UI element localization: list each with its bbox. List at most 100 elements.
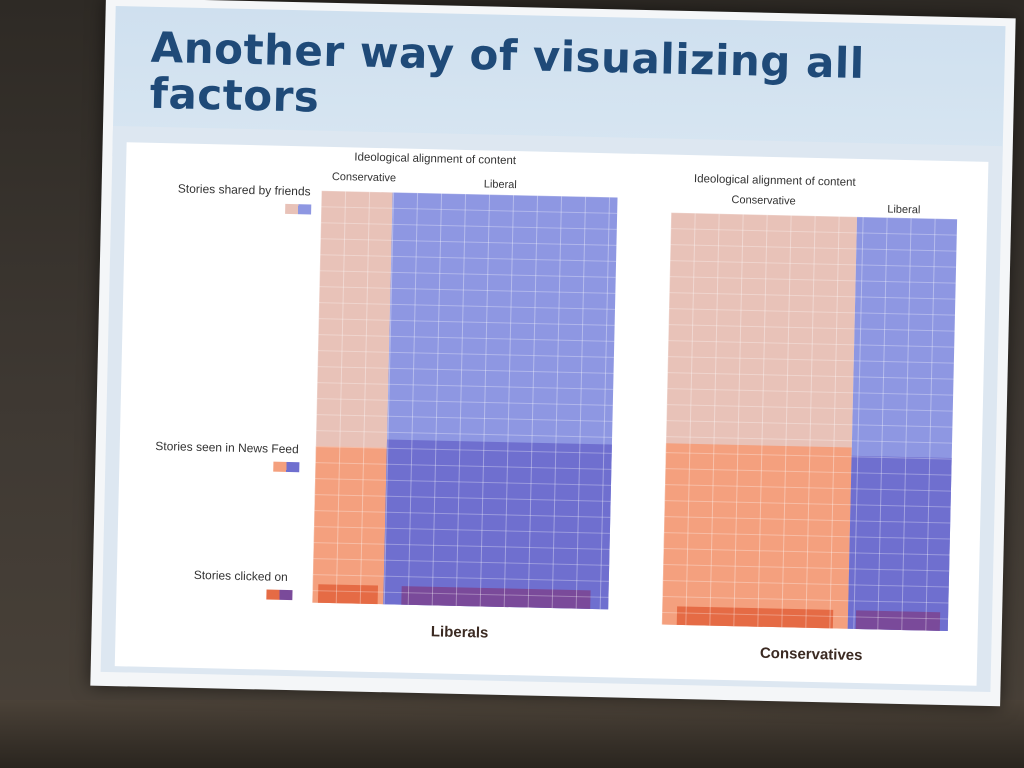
grid-line <box>319 270 616 278</box>
waffle-panel-conservatives <box>661 212 958 632</box>
grid-line <box>317 382 614 390</box>
grid-line <box>662 596 949 604</box>
grid-line <box>733 214 744 627</box>
grid-line <box>431 193 443 606</box>
seen-area-conservative <box>312 446 387 605</box>
grid-line <box>666 404 953 412</box>
grid-line <box>314 510 611 518</box>
projection-floor <box>0 700 1024 768</box>
grid-line <box>670 260 957 268</box>
right-conservative-label: Conservative <box>731 194 796 208</box>
waffle-panel-liberals <box>311 190 618 610</box>
grid-line <box>670 228 957 236</box>
grid-line <box>781 215 792 628</box>
grid-line <box>670 244 957 252</box>
grid-line <box>315 478 612 486</box>
grid-line <box>709 213 720 626</box>
seen-area-liberal <box>847 455 952 632</box>
grid-line <box>663 564 950 572</box>
grid-line <box>316 398 613 406</box>
grid-line <box>407 192 419 605</box>
grid-line <box>901 218 912 630</box>
grid-line <box>318 334 615 342</box>
grid-line <box>666 420 953 428</box>
grid-line <box>455 193 467 606</box>
grid-line <box>661 212 672 625</box>
grid-line <box>663 548 950 556</box>
grid-line <box>321 190 618 198</box>
grid-line <box>551 196 563 609</box>
grid-line <box>527 195 539 608</box>
grid-line <box>315 462 612 470</box>
right-liberal-label: Liberal <box>887 203 921 217</box>
grid-line <box>669 276 956 284</box>
grid-line <box>669 308 955 316</box>
grid-line <box>320 254 617 262</box>
legend-swatch-shared <box>285 203 312 215</box>
grid-line <box>316 414 613 422</box>
waffle-figure: Ideological alignment of content Conserv… <box>114 142 989 686</box>
grid-line <box>829 216 840 629</box>
grid-line <box>669 292 956 300</box>
left-conservative-label: Conservative <box>331 170 397 185</box>
grid-line <box>662 580 949 588</box>
figure-frame: Ideological alignment of content Conserv… <box>100 125 1003 693</box>
grid-line <box>318 318 615 326</box>
grid-line <box>315 446 612 454</box>
left-ideology-label: Ideological alignment of content <box>354 151 517 168</box>
legend-swatch-seen <box>273 461 300 473</box>
grid-line <box>321 206 618 214</box>
grid-line <box>575 196 587 609</box>
seen-area-liberal <box>383 439 612 610</box>
slide-title: Another way of visualizing all factors <box>149 23 931 135</box>
grid-line <box>503 195 515 607</box>
grid-line <box>877 217 888 630</box>
grid-line <box>317 350 614 358</box>
grid-line <box>312 590 609 598</box>
grid-line <box>312 574 609 582</box>
grid-line <box>664 500 951 508</box>
grid-line <box>383 192 395 605</box>
grid-line <box>663 532 950 540</box>
grid-line <box>664 516 951 524</box>
grid-line <box>359 191 371 604</box>
right-ideology-label: Ideological alignment of content <box>693 173 856 189</box>
grid-line <box>853 216 864 629</box>
grid-line <box>319 286 616 294</box>
caption-liberals: Liberals <box>430 623 489 642</box>
grid-line <box>317 366 614 374</box>
seen-area-conservative <box>661 443 852 629</box>
grid-line <box>665 452 952 460</box>
grid-line <box>667 356 954 364</box>
grid-line <box>667 372 954 380</box>
grid-line <box>313 526 610 534</box>
grid-line <box>313 542 610 550</box>
caption-conservatives: Conservatives <box>759 644 863 665</box>
row-label-clicked: Stories clicked on <box>193 567 288 585</box>
row-label-shared: Stories shared by friends <box>177 181 311 199</box>
clicked-area-liberal <box>401 586 591 609</box>
clicked-area-conservative <box>676 606 834 629</box>
clicked-area-conservative <box>317 584 379 605</box>
clicked-area-liberal <box>855 610 941 631</box>
grid-line <box>311 190 323 603</box>
grid-line <box>599 197 611 610</box>
grid-line <box>668 340 955 348</box>
grid-line <box>335 191 347 604</box>
row-label-seen: Stories seen in News Feed <box>155 439 299 457</box>
grid-line <box>685 213 696 626</box>
grid-line <box>666 436 953 444</box>
grid-line <box>757 214 768 627</box>
grid-line <box>665 484 951 492</box>
grid-line <box>662 612 949 620</box>
grid-line <box>313 558 610 566</box>
grid-line <box>316 430 613 438</box>
presentation-slide: Another way of visualizing all factors I… <box>90 0 1016 707</box>
grid-line <box>314 494 611 502</box>
grid-line <box>925 218 936 631</box>
grid-line <box>320 222 617 230</box>
grid-line <box>667 388 954 396</box>
left-liberal-label: Liberal <box>483 178 517 192</box>
grid-line <box>479 194 491 607</box>
legend-swatch-clicked <box>266 589 293 601</box>
